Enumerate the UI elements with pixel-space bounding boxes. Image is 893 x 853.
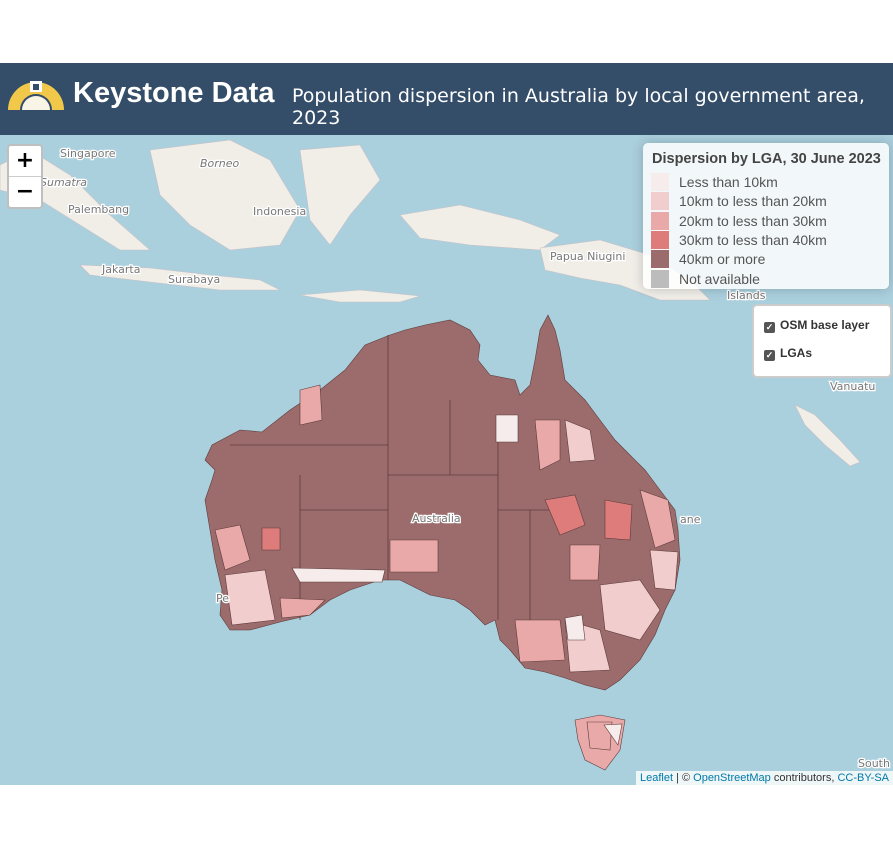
place-label: Borneo [200,157,240,170]
lga-region[interactable] [514,619,566,663]
place-label: Surabaya [168,273,220,286]
logo [8,81,64,110]
lga-region[interactable] [604,499,633,541]
lga-region[interactable] [291,567,386,583]
lga-region[interactable] [544,494,586,536]
layer-control: ✓ OSM base layer ✓ LGAs [752,304,892,378]
subtitle: Population dispersion in Australia by lo… [292,85,865,129]
osm-link[interactable]: OpenStreetMap [693,772,771,784]
place-label: Vanuatu [830,380,875,393]
title: Keystone Data [73,77,275,109]
legend-label: 30km to less than 40km [679,231,827,248]
lga-region[interactable] [639,489,676,549]
legend-swatch [651,250,669,269]
legend-swatch [651,192,669,211]
place-label: Jakarta [101,263,140,276]
lga-region[interactable] [599,579,661,641]
attribution-separator: | © [673,772,694,784]
leaflet-link[interactable]: Leaflet [639,772,673,784]
license-link[interactable]: CC-BY-SA [837,772,889,784]
attribution: Leaflet | © OpenStreetMap contributors, … [635,771,893,785]
lga-region[interactable] [564,614,586,641]
legend-swatch [651,173,669,191]
place-label: ane [680,513,701,526]
legend-swatch [651,269,669,288]
zoom-out[interactable]: − [9,176,41,207]
lga-region[interactable] [569,544,601,581]
lga-region[interactable] [279,597,326,619]
place-label: Islands [727,289,766,302]
map[interactable]: Singapore Borneo Sumatra Palembang Indonesia… [0,135,893,785]
layer-checkbox[interactable]: ✓ [764,322,775,333]
lga-region[interactable] [534,419,561,471]
legend-label: 10km to less than 20km [679,193,827,210]
lga-region[interactable] [261,527,281,551]
legend-label: 20km to less than 30km [679,212,827,229]
lga-region[interactable] [299,384,323,426]
legend-title: Dispersion by LGA, 30 June 2023 [652,151,881,167]
lga-region[interactable] [224,569,276,626]
lga-region[interactable] [603,723,623,746]
layer-checkbox[interactable]: ✓ [764,350,775,361]
legend-swatch [651,211,669,230]
place-label: Australia [412,512,461,525]
legend-swatch [651,230,669,249]
layer-item: ✓ LGAs [764,346,812,361]
place-label: South N [858,757,893,770]
layer-label: OSM base layer [780,318,870,332]
place-label: Indonesia [253,205,306,218]
layer-label: LGAs [780,346,813,360]
legend-label: Not available [679,270,760,287]
layer-item: ✓ OSM base layer [764,318,869,333]
lga-region[interactable] [649,549,679,591]
legend-label: Less than 10km [679,174,778,190]
attribution-text: contributors, [770,772,838,784]
zoom-control: + − [7,144,43,209]
lga-region[interactable] [214,524,251,571]
zoom-in[interactable]: + [15,148,35,173]
place-label: Singapore [60,147,116,160]
lga-region[interactable] [564,419,596,463]
legend: Dispersion by LGA, 30 June 2023 Less tha… [643,143,889,289]
lga-region[interactable] [586,721,613,751]
lga-region[interactable] [389,539,439,573]
place-label: Papua Niugini [550,250,625,263]
header: Keystone Data Population dispersion in A… [0,63,893,135]
place-label: Palembang [68,203,129,216]
place-label: Pe [216,592,229,605]
place-label: Sumatra [40,176,87,189]
lga-region[interactable] [495,414,519,443]
legend-label: 40km or more [679,251,766,268]
